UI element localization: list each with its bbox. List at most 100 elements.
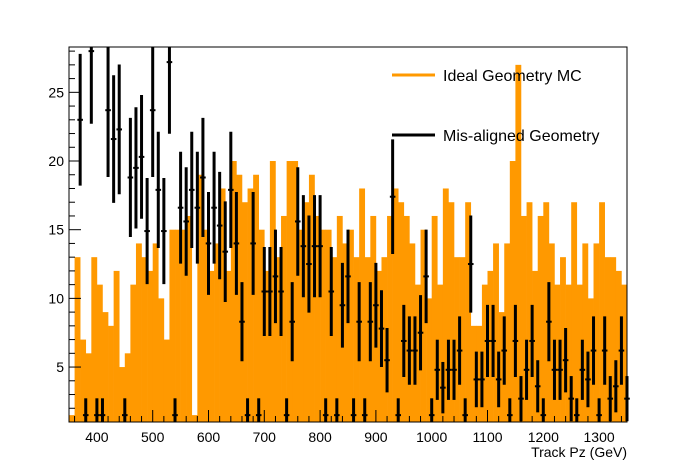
mc-bar [470, 325, 477, 422]
mc-bar [364, 257, 371, 422]
mc-bar [163, 339, 170, 422]
legend-label-ideal: Ideal Geometry MC [443, 68, 582, 85]
mc-bar [520, 215, 527, 422]
mc-bar [604, 257, 611, 422]
mc-bar [74, 257, 81, 422]
mc-bar [281, 215, 287, 422]
mc-bar [353, 257, 360, 422]
mc-bar [214, 243, 220, 422]
mc-bar [615, 270, 622, 422]
mc-bar [325, 229, 332, 422]
x-tick-label: 400 [85, 429, 109, 445]
mc-bar [135, 243, 142, 422]
mc-bar [576, 284, 583, 422]
mc-bar [593, 243, 600, 422]
mc-bar [532, 270, 539, 422]
mc-bar [437, 284, 444, 422]
x-tick-label: 1300 [584, 429, 615, 445]
mc-bar [426, 298, 432, 422]
mc-bar [152, 243, 159, 422]
mc-bar [336, 215, 343, 422]
mc-bar [448, 202, 455, 422]
mc-bar [180, 229, 187, 422]
mc-bar [431, 215, 438, 422]
mc-bar [375, 270, 382, 422]
mc-bar [119, 367, 126, 422]
mc-bar [69, 415, 75, 422]
mc-bar [560, 257, 566, 422]
x-axis-label: Track Pz (GeV) [531, 444, 627, 460]
x-tick-label: 900 [364, 429, 388, 445]
mc-bar [414, 284, 421, 422]
mc-bar [370, 215, 377, 422]
mc-bar [230, 161, 237, 422]
mc-bar [141, 257, 148, 422]
mc-bar [599, 202, 605, 422]
mc-bar [202, 229, 209, 422]
mc-bar [236, 174, 243, 422]
mc-bar [275, 257, 282, 422]
mc-bar [565, 284, 572, 422]
mc-bar [543, 202, 550, 422]
mc-bar [504, 243, 511, 422]
mc-bar [548, 243, 555, 422]
y-tick-label: 5 [56, 359, 64, 375]
mc-bar [498, 312, 505, 422]
x-tick-label: 700 [253, 429, 277, 445]
mc-bar [582, 243, 589, 422]
mc-bar [392, 188, 399, 422]
mc-bar [387, 215, 393, 422]
mc-bar [258, 229, 265, 422]
mc-bar [509, 161, 516, 422]
mc-bar [158, 298, 165, 422]
mc-bar [264, 270, 271, 422]
mc-bar [102, 312, 109, 422]
mc-bar [359, 188, 366, 422]
y-tick-label: 15 [48, 222, 64, 238]
x-tick-label: 1000 [416, 429, 447, 445]
mc-bar [269, 161, 276, 422]
mc-bar [286, 161, 293, 422]
legend: Ideal Geometry MC Mis-aligned Geometry [392, 68, 600, 145]
misaligned-data-points [77, 47, 630, 422]
x-tick-label: 800 [308, 429, 332, 445]
mc-bar [610, 257, 617, 422]
mc-bar [208, 270, 215, 422]
mc-bar [331, 257, 338, 422]
mc-bar [621, 284, 628, 422]
mc-bar [420, 229, 427, 422]
mc-bar [186, 215, 193, 422]
mc-bar [108, 325, 114, 422]
y-tick-label: 25 [48, 84, 64, 100]
mc-bar [197, 174, 204, 422]
mc-bar [175, 229, 181, 422]
mc-bar [169, 229, 176, 422]
mc-bar [191, 415, 198, 422]
mc-bar [442, 188, 449, 422]
y-axis: 5 10 15 20 25 [48, 50, 81, 409]
y-tick-label: 10 [48, 290, 64, 306]
x-tick-label: 500 [141, 429, 165, 445]
mc-bar [292, 161, 299, 422]
mc-bar [253, 174, 260, 422]
mc-bar [247, 188, 254, 422]
mc-bar [465, 202, 472, 422]
mc-bar [91, 257, 98, 422]
mc-bar [85, 353, 92, 422]
mc-bar [308, 174, 315, 422]
x-tick-label: 1100 [472, 429, 502, 445]
mc-bar [459, 257, 466, 422]
mc-bar [113, 270, 120, 422]
mc-histogram [69, 64, 628, 422]
mc-bar [526, 202, 533, 422]
mc-bar [476, 325, 483, 422]
x-axis: 400 500 600 700 800 900 1000 1100 1200 1300 [74, 410, 622, 445]
mc-bar [537, 215, 544, 422]
mc-bar [314, 215, 321, 422]
mc-bar [554, 284, 561, 422]
y-tick-label: 20 [48, 153, 64, 169]
mc-bar [342, 243, 349, 422]
mc-bar [124, 353, 131, 422]
x-tick-label: 1200 [528, 429, 559, 445]
